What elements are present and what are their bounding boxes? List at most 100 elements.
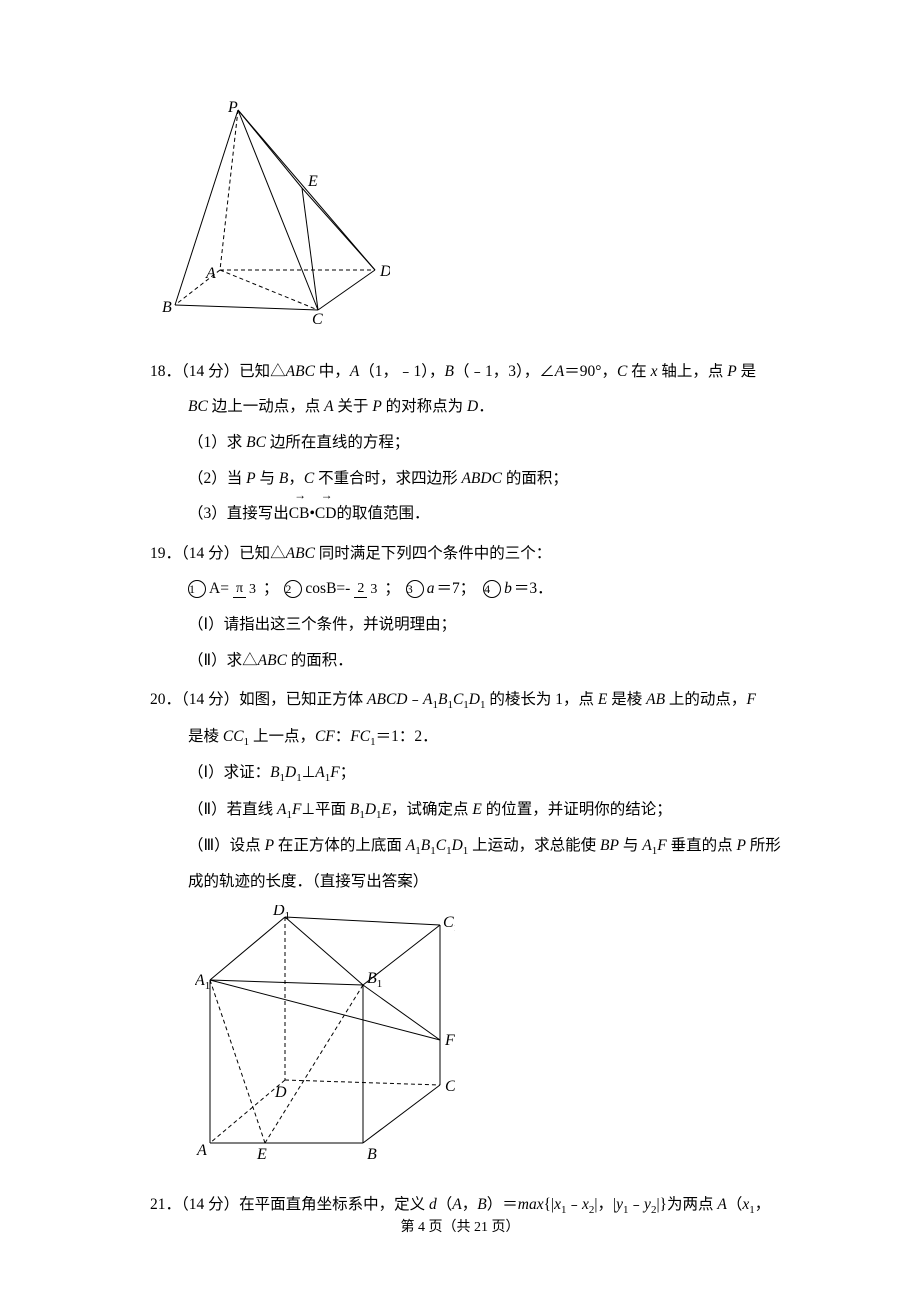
txt: BC bbox=[246, 434, 266, 451]
txt: ， bbox=[755, 1196, 771, 1213]
txt: x bbox=[582, 1196, 589, 1213]
txt: 21．（14 分）在平面直角坐标系中，定义 bbox=[150, 1196, 429, 1213]
txt: （ bbox=[727, 1196, 743, 1213]
txt: d bbox=[429, 1196, 437, 1213]
frac-pi-3: π3 bbox=[233, 581, 259, 597]
total-pages: 21 bbox=[474, 1220, 488, 1235]
txt: 是棱 bbox=[188, 728, 223, 745]
txt: cosB=- bbox=[305, 571, 350, 607]
txt: 中， bbox=[315, 363, 350, 380]
txt: ﹣ bbox=[629, 1196, 645, 1213]
txt: 在正方体的上底面 bbox=[274, 837, 406, 854]
txt: 是棱 bbox=[607, 691, 646, 708]
vector-cb: CB bbox=[289, 496, 310, 532]
p19-sub1: （Ⅰ）请指出这三个条件，并说明理由； bbox=[150, 607, 805, 643]
txt: A bbox=[555, 363, 564, 380]
txt: ； bbox=[340, 764, 356, 781]
txt: （Ⅲ）设点 bbox=[188, 837, 265, 854]
txt: （ bbox=[437, 1196, 453, 1213]
txt: ABCD bbox=[367, 691, 407, 708]
circled-3: 3 bbox=[406, 580, 424, 598]
txt: 轴上，点 bbox=[657, 363, 727, 380]
problem-20: 20．（14 分）如图，已知正方体 ABCD﹣A1B1C1D1 的棱长为 1，点… bbox=[150, 682, 805, 900]
txt: F bbox=[657, 837, 666, 854]
txt: 3 bbox=[246, 582, 259, 597]
txt: 边上一动点，点 bbox=[208, 398, 324, 415]
txt: （1）求 bbox=[188, 434, 246, 451]
svg-text:A: A bbox=[196, 1142, 207, 1159]
p20-sub3a: （Ⅲ）设点 P 在正方体的上底面 A1B1C1D1 上运动，求总能使 BP 与 … bbox=[150, 828, 805, 864]
txt: P bbox=[265, 837, 274, 854]
txt: A= bbox=[209, 571, 229, 607]
svg-text:E: E bbox=[256, 1146, 267, 1163]
circled-1: 1 bbox=[188, 580, 206, 598]
txt: 的取值范围． bbox=[336, 505, 429, 522]
figure-cube: D1 C1 A1 B1 F C D A E B bbox=[195, 905, 805, 1177]
txt: 边所在直线的方程； bbox=[266, 434, 409, 451]
p19-head: 19．（14 分）已知△ABC 同时满足下列四个条件中的三个： bbox=[150, 536, 805, 572]
txt: B bbox=[477, 1196, 486, 1213]
txt: ＝1：2． bbox=[376, 728, 438, 745]
txt: P bbox=[736, 837, 745, 854]
svg-text:E: E bbox=[307, 173, 318, 190]
txt: 18．（14 分）已知△ bbox=[150, 363, 286, 380]
p20-sub2: （Ⅱ）若直线 A1F⊥平面 B1D1E，试确定点 E 的位置，并证明你的结论； bbox=[150, 792, 805, 828]
txt: ⊥ bbox=[302, 764, 316, 781]
txt: B bbox=[270, 764, 279, 781]
page-number: 4 bbox=[418, 1220, 425, 1235]
txt: b bbox=[504, 571, 512, 607]
page-footer: 第 4 页（共 21 页） bbox=[0, 1212, 920, 1244]
txt: P bbox=[727, 363, 736, 380]
txt: C bbox=[453, 691, 463, 708]
txt: 页（共 bbox=[425, 1220, 474, 1235]
svg-text:C: C bbox=[445, 1078, 455, 1095]
svg-text:F: F bbox=[444, 1032, 455, 1049]
figure-pyramid: P E D A B C bbox=[160, 100, 805, 339]
svg-text:B1: B1 bbox=[367, 970, 382, 990]
txt: 的位置，并证明你的结论； bbox=[482, 801, 672, 818]
txt: 是 bbox=[737, 363, 756, 380]
txt: D bbox=[365, 801, 376, 818]
p19-sub2: （Ⅱ）求△ABC 的面积． bbox=[150, 643, 805, 679]
txt: P bbox=[246, 470, 255, 487]
circled-2: 2 bbox=[284, 580, 302, 598]
txt: ，试确定点 bbox=[391, 801, 472, 818]
txt: B bbox=[445, 363, 454, 380]
svg-text:D1: D1 bbox=[272, 905, 290, 922]
svg-text:A: A bbox=[205, 265, 216, 282]
txt: y bbox=[616, 1196, 623, 1213]
txt: ： bbox=[335, 728, 351, 745]
txt: A bbox=[315, 764, 324, 781]
p18-line2: BC 边上一动点，点 A 关于 P 的对称点为 D． bbox=[150, 389, 805, 425]
txt: 的面积． bbox=[287, 652, 353, 669]
txt: B bbox=[350, 801, 359, 818]
problem-18: 18．（14 分）已知△ABC 中，A（1，﹣1），B（﹣1，3），∠A＝90°… bbox=[150, 354, 805, 532]
txt: A bbox=[350, 363, 359, 380]
txt: |，| bbox=[594, 1196, 616, 1213]
txt: |}为两点 bbox=[656, 1196, 717, 1213]
txt: （3）直接写出 bbox=[188, 505, 289, 522]
txt: 20．（14 分）如图，已知正方体 bbox=[150, 691, 367, 708]
txt: A bbox=[406, 837, 415, 854]
txt: B bbox=[421, 837, 430, 854]
svg-text:B: B bbox=[162, 299, 172, 316]
circled-4: 4 bbox=[483, 580, 501, 598]
txt: ABC bbox=[286, 545, 315, 562]
svg-text:A1: A1 bbox=[195, 972, 210, 992]
p18-line1: 18．（14 分）已知△ABC 中，A（1，﹣1），B（﹣1，3），∠A＝90°… bbox=[150, 354, 805, 390]
p20-sub1: （Ⅰ）求证：B1D1⊥A1F； bbox=[150, 755, 805, 791]
txt: x bbox=[554, 1196, 561, 1213]
txt: P bbox=[372, 398, 381, 415]
txt: F bbox=[746, 691, 755, 708]
txt: D bbox=[467, 398, 478, 415]
txt: BP bbox=[600, 837, 619, 854]
txt: 的对称点为 bbox=[382, 398, 467, 415]
txt: 所形 bbox=[746, 837, 781, 854]
txt: （1，﹣1）， bbox=[359, 363, 444, 380]
txt: 上一点， bbox=[249, 728, 315, 745]
txt: A bbox=[452, 1196, 461, 1213]
txt: 与 bbox=[256, 470, 279, 487]
p20-line2: 是棱 CC1 上一点，CF：FC1＝1：2． bbox=[150, 719, 805, 755]
p18-sub2: （2）当 P 与 B，C 不重合时，求四边形 ABDC 的面积； bbox=[150, 461, 805, 497]
p19-conditions: 1 A= π3 ； 2 cosB=- 23 ； 3 a＝7； 4 b＝3． bbox=[150, 571, 805, 607]
